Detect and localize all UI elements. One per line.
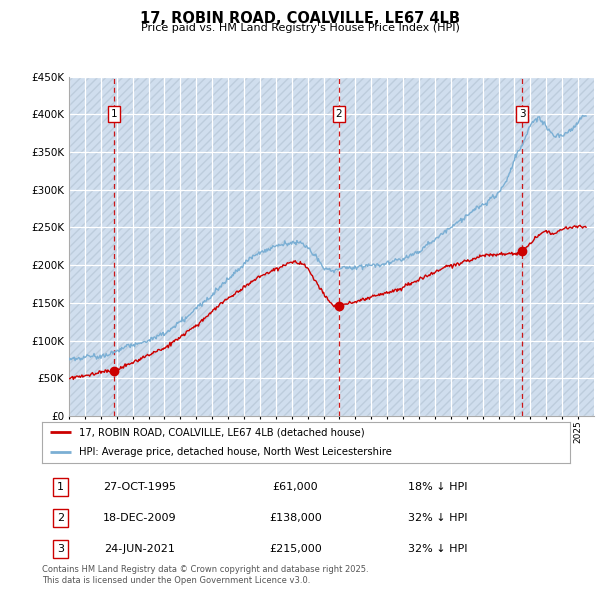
Text: 17, ROBIN ROAD, COALVILLE, LE67 4LB (detached house): 17, ROBIN ROAD, COALVILLE, LE67 4LB (det… (79, 427, 365, 437)
Text: 3: 3 (519, 109, 526, 119)
Text: 1: 1 (57, 481, 64, 491)
Text: 32% ↓ HPI: 32% ↓ HPI (408, 544, 468, 554)
Text: 2: 2 (335, 109, 342, 119)
Text: Contains HM Land Registry data © Crown copyright and database right 2025.
This d: Contains HM Land Registry data © Crown c… (42, 565, 368, 585)
Text: 32% ↓ HPI: 32% ↓ HPI (408, 513, 468, 523)
Text: £138,000: £138,000 (269, 513, 322, 523)
Text: 17, ROBIN ROAD, COALVILLE, LE67 4LB: 17, ROBIN ROAD, COALVILLE, LE67 4LB (140, 11, 460, 25)
Text: 3: 3 (57, 544, 64, 554)
Text: £61,000: £61,000 (272, 481, 318, 491)
Text: 1: 1 (111, 109, 118, 119)
Text: 2: 2 (57, 513, 64, 523)
Text: Price paid vs. HM Land Registry's House Price Index (HPI): Price paid vs. HM Land Registry's House … (140, 23, 460, 33)
Text: 18% ↓ HPI: 18% ↓ HPI (408, 481, 468, 491)
Text: £215,000: £215,000 (269, 544, 322, 554)
Text: 24-JUN-2021: 24-JUN-2021 (104, 544, 175, 554)
Text: HPI: Average price, detached house, North West Leicestershire: HPI: Average price, detached house, Nort… (79, 447, 392, 457)
Text: 27-OCT-1995: 27-OCT-1995 (103, 481, 176, 491)
Text: 18-DEC-2009: 18-DEC-2009 (103, 513, 176, 523)
